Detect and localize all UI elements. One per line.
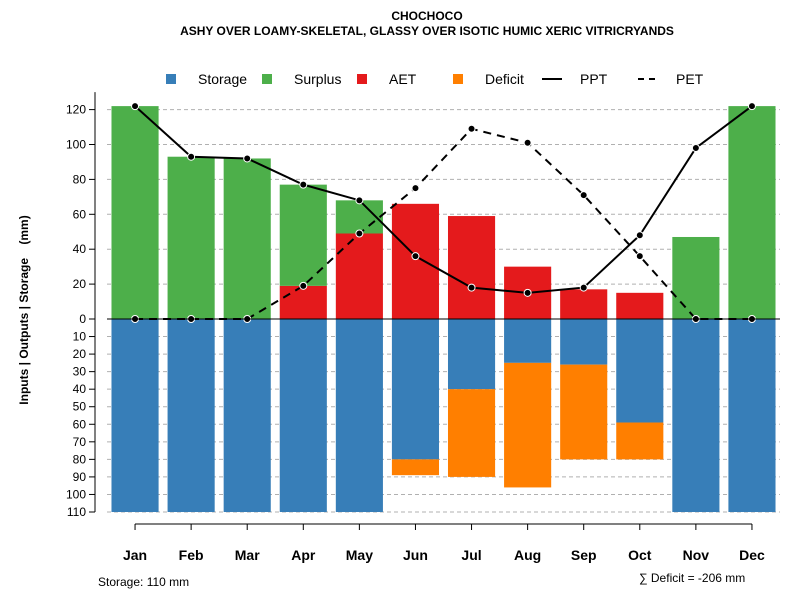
surplus-bar: [111, 106, 159, 319]
deficit-bar: [616, 422, 664, 460]
surplus-bar: [672, 236, 720, 319]
ppt-point: [131, 102, 140, 111]
x-tick-label: Jun: [403, 547, 428, 563]
ppt-point: [299, 180, 308, 189]
x-tick-label: Apr: [291, 547, 316, 563]
ppt-point: [355, 196, 364, 205]
y-tick-label: 20: [73, 347, 87, 361]
storage-bar: [111, 319, 159, 512]
deficit-bar: [391, 459, 440, 476]
ppt-point: [747, 102, 756, 111]
y-tick-label: 0: [79, 312, 86, 326]
ppt-point: [691, 143, 700, 152]
ppt-point: [635, 231, 644, 240]
legend-label: PET: [676, 71, 704, 87]
y-tick-label: 100: [66, 138, 86, 152]
y-tick-label: 100: [66, 487, 86, 501]
deficit-bar: [504, 362, 552, 488]
storage-note: Storage: 110 mm: [98, 575, 189, 589]
storage-bar: [728, 319, 776, 512]
y-tick-label: 90: [73, 470, 87, 484]
x-tick-label: Dec: [739, 547, 765, 563]
storage-bar: [560, 319, 608, 365]
y-tick-label: 50: [73, 400, 87, 414]
x-tick-label: Feb: [179, 547, 204, 563]
x-tick-label: Oct: [628, 547, 652, 563]
aet-bar: [391, 203, 440, 319]
storage-bar: [223, 319, 271, 512]
chart-subtitle: ASHY OVER LOAMY-SKELETAL, GLASSY OVER IS…: [180, 24, 674, 38]
ppt-point: [243, 154, 252, 163]
y-tick-label: 110: [67, 505, 86, 519]
storage-bar: [447, 319, 496, 390]
legend: Storage Surplus AET Deficit PPT PET: [166, 71, 704, 87]
x-tick-label: Mar: [235, 547, 260, 563]
storage-bar: [167, 319, 215, 512]
axes: 0 20 40 60 80 100 120 10 20 30 40 50 60 70 80 90 100 110 J…: [66, 92, 780, 563]
x-tick-label: Aug: [514, 547, 541, 563]
y-axis-label: Inputs | Outputs | Storage (mm): [17, 215, 31, 404]
aet-bar: [560, 289, 608, 319]
x-tick-label: Nov: [683, 547, 710, 563]
aet-bar: [616, 292, 664, 319]
pet-point: [299, 281, 308, 290]
chart-title: CHOCHOCO: [391, 9, 462, 23]
aet-bar: [279, 285, 327, 319]
y-tick-label: 80: [73, 452, 87, 466]
pet-point: [579, 191, 588, 200]
deficit-note: ∑ Deficit = -206 mm: [639, 571, 745, 585]
pet-point: [635, 252, 644, 261]
y-tick-label: 60: [73, 417, 87, 431]
x-tick-label: May: [346, 547, 373, 563]
y-tick-label: 60: [73, 207, 87, 221]
y-tick-label: 40: [73, 242, 87, 256]
bars: [111, 106, 776, 512]
legend-label: PPT: [580, 71, 608, 87]
ppt-point: [187, 152, 196, 161]
aet-bar: [447, 216, 496, 319]
x-tick-label: Jul: [461, 547, 481, 563]
ppt-point: [467, 283, 476, 292]
ppt-point: [523, 288, 532, 297]
pet-point: [467, 124, 476, 133]
pet-point: [523, 138, 532, 147]
y-tick-label: 30: [73, 365, 87, 379]
surplus-bar: [728, 106, 776, 319]
deficit-bar: [560, 364, 608, 460]
storage-bar: [335, 319, 383, 512]
ppt-point: [411, 252, 420, 261]
pet-point: [411, 184, 420, 193]
y-tick-label: 80: [73, 172, 87, 186]
y-tick-label: 10: [73, 330, 87, 344]
storage-bar: [672, 319, 720, 512]
storage-bar: [279, 319, 327, 512]
legend-swatch: [262, 74, 272, 84]
legend-label: AET: [389, 71, 417, 87]
storage-bar: [504, 319, 552, 363]
surplus-bar: [167, 156, 215, 319]
y-tick-label: 120: [66, 103, 86, 117]
storage-bar: [391, 319, 440, 460]
legend-label: Deficit: [485, 71, 524, 87]
surplus-bar: [279, 184, 327, 286]
deficit-bar: [447, 389, 496, 477]
y-tick-label: 20: [73, 277, 87, 291]
x-tick-label: Sep: [571, 547, 597, 563]
pet-point: [355, 229, 364, 238]
aet-bar: [335, 233, 383, 319]
legend-swatch: [357, 74, 367, 84]
surplus-bar: [223, 158, 271, 319]
grid-lines: [107, 109, 780, 513]
ppt-line: [134, 105, 753, 294]
storage-bar: [616, 319, 664, 423]
legend-swatch: [166, 74, 176, 84]
y-tick-label: 40: [73, 382, 87, 396]
y-tick-label: 70: [73, 435, 87, 449]
x-tick-label: Jan: [123, 547, 147, 563]
legend-label: Storage: [198, 71, 247, 87]
ppt-point: [579, 283, 588, 292]
legend-label: Surplus: [294, 71, 341, 87]
legend-swatch: [453, 74, 463, 84]
